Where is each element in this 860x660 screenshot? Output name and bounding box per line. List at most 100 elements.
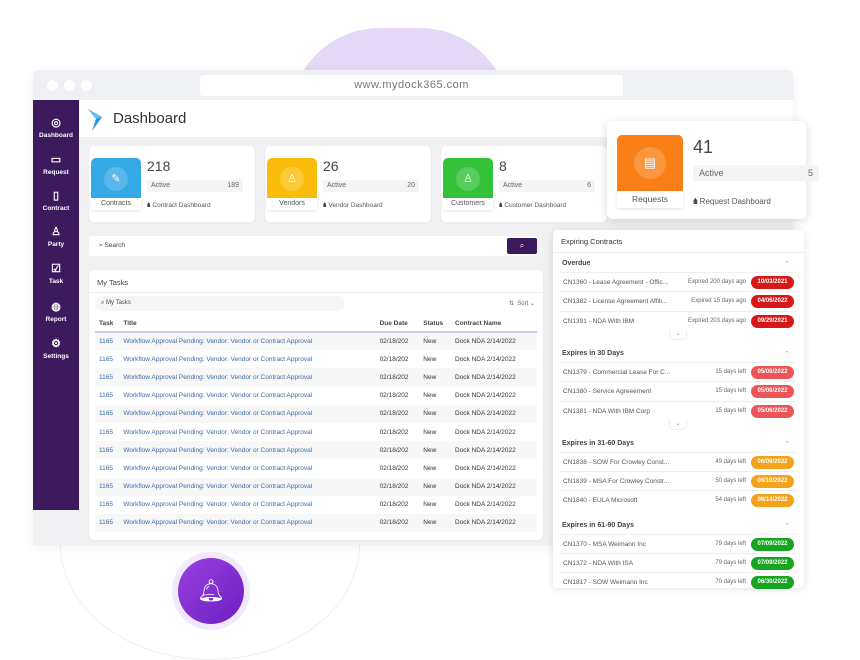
card-dashboard-link[interactable]: ılı Vendor Dashboard — [323, 202, 383, 209]
date-badge: 06/09/2022 — [751, 455, 794, 469]
cell[interactable]: 1165 — [95, 332, 120, 351]
table-row[interactable]: 1165 Workflow Approval Pending: Vendor: V… — [95, 368, 537, 387]
search-input[interactable]: ⌕ Search — [89, 236, 537, 256]
document-icon: ▯ — [52, 190, 60, 202]
cell[interactable]: 1165 — [95, 404, 120, 423]
chevron-up-icon[interactable]: ⌃ — [784, 522, 790, 530]
url-bar[interactable]: www.mydock365.com — [200, 75, 623, 96]
sidebar-item-dashboard[interactable]: ◎ Dashboard — [33, 116, 79, 139]
cell[interactable]: Workflow Approval Pending: Vendor: Vendo… — [119, 441, 376, 460]
search-button[interactable]: ⌕ — [507, 238, 537, 254]
table-row[interactable]: 1165 Workflow Approval Pending: Vendor: V… — [95, 423, 537, 441]
cell[interactable]: Workflow Approval Pending: Vendor: Vendo… — [119, 513, 376, 533]
cell[interactable]: 1165 — [99, 355, 113, 363]
date-badge: 05/06/2022 — [751, 365, 794, 379]
cell: 02/18/202 — [379, 428, 409, 436]
cell[interactable]: Workflow Approval Pending: Vendor: Vendo… — [119, 332, 376, 351]
section-header[interactable]: Expires in 30 Days ⌃ — [562, 349, 790, 358]
contract-row[interactable]: CN1817 - SOW Weimann Inc 70 days left 06/3… — [560, 572, 796, 591]
sidebar-item-contract[interactable]: ▯ Contract — [33, 189, 79, 212]
column-header[interactable]: Title — [119, 316, 376, 333]
tasks-table: Task Title Due Date Status Contract Name 1165… — [95, 316, 537, 533]
cell: New — [419, 368, 451, 387]
cell[interactable]: Workflow Approval Pending: Vendor: Vendo… — [123, 501, 313, 509]
cell[interactable]: 1165 — [99, 464, 113, 472]
cell[interactable]: Workflow Approval Pending: Vendor: Vendo… — [123, 464, 313, 472]
bar-chart-icon: ılı — [147, 202, 151, 209]
contract-row[interactable]: CN1391 - NDA With IBM Expired 203 days ag… — [560, 310, 796, 330]
cell[interactable]: Workflow Approval Pending: Vendor: Vendo… — [123, 355, 313, 363]
contract-row[interactable]: CN1382 - License Agreement Affili... Expi… — [560, 291, 796, 310]
cell: 02/18/202 — [379, 464, 409, 472]
cell[interactable]: 1165 — [95, 477, 120, 496]
contract-row[interactable]: CN1380 - Service Agreeement 15 days left 0… — [560, 381, 796, 400]
cell[interactable]: 1165 — [95, 513, 120, 533]
column-header[interactable]: Task — [95, 316, 120, 333]
contract-row[interactable]: CN1838 - SOW For Crowley Const... 49 days… — [560, 451, 796, 471]
table-row[interactable]: 1165 Workflow Approval Pending: Vendor: V… — [95, 513, 537, 533]
vendors-tile: ♙ — [267, 158, 317, 200]
contract-row[interactable]: CN1370 - MSA Weimann Inc 79 days left 07/0… — [560, 533, 796, 553]
section-header[interactable]: Overdue ⌃ — [562, 260, 790, 268]
cell[interactable]: 1165 — [99, 428, 113, 436]
expand-more-button[interactable]: ⌄ — [669, 419, 687, 430]
sidebar-item-party[interactable]: ♙ Party — [33, 225, 79, 248]
column-header[interactable]: Due Date — [375, 316, 420, 333]
table-row[interactable]: 1165 Workflow Approval Pending: Vendor: V… — [95, 441, 537, 460]
cell[interactable]: 1165 — [95, 441, 120, 460]
card-customers[interactable]: ♙ Customers 8 6 Active ılı Customer Dashbo… — [441, 146, 607, 222]
cell[interactable]: Workflow Approval Pending: Vendor: Vendo… — [119, 368, 376, 387]
sidebar-item-request[interactable]: ▭ Request — [33, 153, 79, 176]
cell: 02/18/202 — [379, 355, 409, 363]
cell[interactable]: Workflow Approval Pending: Vendor: Vendo… — [123, 392, 313, 400]
column-header[interactable]: Contract Name — [451, 316, 537, 333]
cell[interactable]: 1165 — [99, 501, 113, 509]
section-header[interactable]: Expires in 31-60 Days ⌃ — [562, 439, 790, 448]
cell[interactable]: Workflow Approval Pending: Vendor: Vendo… — [119, 404, 376, 423]
contract-row[interactable]: CN1381 - NDA With IBM Corp 15 days left 05… — [560, 400, 796, 420]
cell[interactable]: 1165 — [99, 392, 113, 400]
table-row[interactable]: 1165 Workflow Approval Pending: Vendor: V… — [95, 477, 537, 496]
bar-chart-icon: ılı — [693, 197, 698, 206]
tasks-search-input[interactable]: ⌕ My Tasks — [95, 296, 345, 311]
contract-row[interactable]: CN1372 - NDA With ISA 79 days left 07/09/2… — [560, 553, 796, 572]
sidebar-item-task[interactable]: ☑ Task — [33, 262, 79, 285]
cell[interactable]: 1165 — [95, 368, 120, 387]
expiring-title: Expiring Contracts — [561, 237, 623, 246]
gear-icon: ⚙ — [51, 338, 61, 350]
card-dashboard-link[interactable]: ılı Customer Dashboard — [499, 202, 567, 209]
card-vendors[interactable]: ♙ Vendors 26 20 Active ılı Vendor Dashboar… — [265, 146, 431, 222]
card-active: 189 Active — [147, 180, 243, 192]
sort-button[interactable]: ⇅ Sort ⌄ — [508, 301, 535, 307]
cell: Dock NDA 2/14/2022 — [451, 441, 537, 460]
chevron-up-icon[interactable]: ⌃ — [784, 350, 790, 358]
sidebar-item-settings[interactable]: ⚙ Settings — [33, 337, 79, 360]
cell: 02/18/202 — [375, 441, 420, 460]
card-contracts[interactable]: ✎ Contracts 218 189 Active ılı Contract Da… — [89, 146, 255, 222]
table-row[interactable]: 1165 Workflow Approval Pending: Vendor: V… — [95, 496, 537, 514]
window-dot — [81, 80, 92, 91]
contract-row[interactable]: CN1360 - Lease Agreement - Offic... Expir… — [560, 272, 796, 291]
expand-more-button[interactable]: ⌄ — [669, 329, 687, 340]
section-header[interactable]: Expires in 61-90 Days ⌃ — [562, 521, 790, 530]
contract-row[interactable]: CN1839 - MSA For Crowley Constr... 50 day… — [560, 471, 796, 490]
card-dashboard-link[interactable]: ılı Contract Dashboard — [147, 202, 211, 209]
notification-bell-button[interactable]: 🔔︎ — [178, 558, 244, 624]
chevron-up-icon[interactable]: ⌃ — [784, 261, 790, 268]
table-row[interactable]: 1165 Workflow Approval Pending: Vendor: V… — [95, 404, 537, 423]
cell[interactable]: Workflow Approval Pending: Vendor: Vendo… — [123, 428, 313, 436]
cell[interactable]: Workflow Approval Pending: Vendor: Vendo… — [119, 477, 376, 496]
table-row[interactable]: 1165 Workflow Approval Pending: Vendor: V… — [95, 387, 537, 405]
table-row[interactable]: 1165 Workflow Approval Pending: Vendor: V… — [95, 350, 537, 368]
contract-row[interactable]: CN1379 - Commercial Lease For C... 15 day… — [560, 361, 796, 381]
chevron-up-icon[interactable]: ⌃ — [784, 440, 790, 448]
table-row[interactable]: 1165 Workflow Approval Pending: Vendor: V… — [95, 459, 537, 477]
requests-card[interactable]: ▤ Requests 41 5 Active ılı Request Dashboa… — [607, 121, 819, 219]
request-dashboard-link[interactable]: ılı Request Dashboard — [693, 197, 771, 206]
column-header[interactable]: Status — [419, 316, 451, 333]
contract-row[interactable]: CN1840 - EULA Microsoft 54 days left 06/14… — [560, 490, 796, 509]
vendor-icon: ♙ — [280, 167, 304, 191]
sidebar-item-report[interactable]: ◍ Report — [33, 300, 79, 323]
cell: New — [419, 477, 451, 496]
table-row[interactable]: 1165 Workflow Approval Pending: Vendor: V… — [95, 332, 537, 351]
